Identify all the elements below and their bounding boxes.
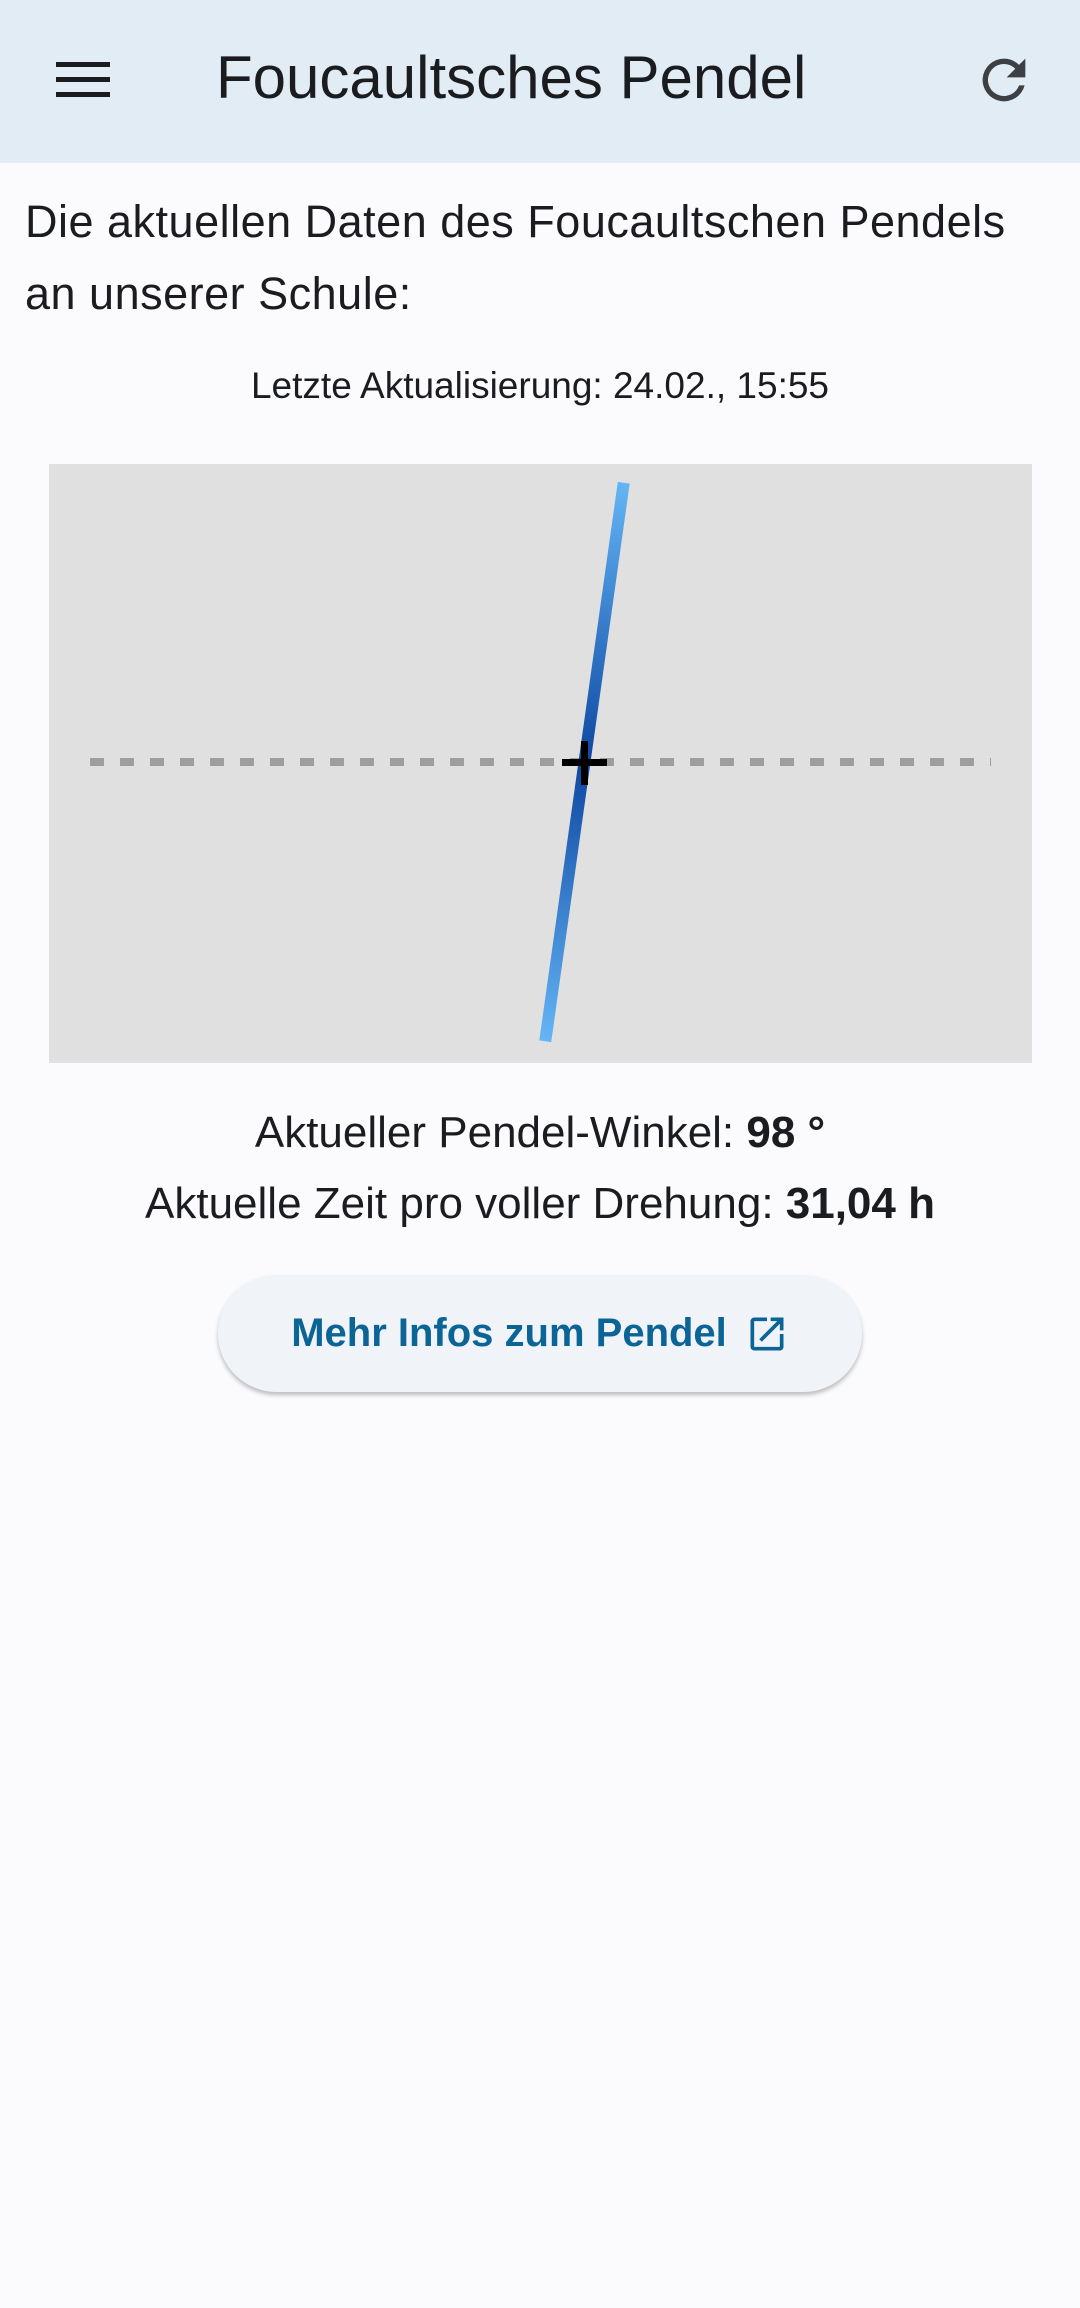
page-title: Foucaultsches Pendel [216, 44, 807, 111]
menu-icon [56, 92, 110, 97]
open-in-new-icon [750, 1317, 784, 1350]
more-info-button[interactable]: Mehr Infos zum Pendel [218, 1275, 862, 1392]
angle-readout: Aktueller Pendel-Winkel: 98 ° [0, 1103, 1080, 1163]
angle-label: Aktueller Pendel-Winkel: [254, 1108, 747, 1157]
rotation-readout: Aktuelle Zeit pro voller Drehung: 31,04 … [0, 1174, 1080, 1234]
refresh-icon [982, 58, 1026, 102]
menu-icon [56, 62, 110, 67]
center-cross-icon [562, 741, 607, 785]
intro-text: Die aktuellen Daten des Foucaultschen Pe… [25, 196, 1006, 319]
pendulum-view [49, 464, 1032, 1063]
app-bar: Foucaultsches Pendel [0, 0, 1080, 163]
angle-value: 98 ° [746, 1108, 826, 1157]
last-update: Letzte Aktualisierung: 24.02., 15:55 [250, 365, 830, 406]
refresh-button[interactable] [972, 48, 1044, 112]
rotation-label: Aktuelle Zeit pro voller Drehung: [145, 1179, 786, 1228]
menu-button[interactable] [44, 48, 124, 112]
rotation-value: 31,04 h [785, 1179, 935, 1228]
menu-icon [56, 77, 110, 82]
more-info-label: Mehr Infos zum Pendel [291, 1311, 727, 1355]
